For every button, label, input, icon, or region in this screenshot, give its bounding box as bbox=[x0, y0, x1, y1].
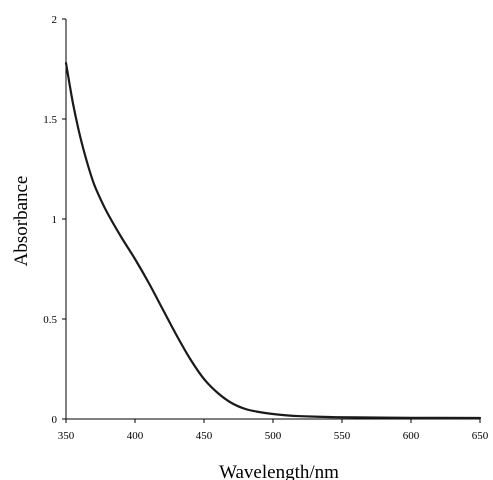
y-axis-title: Absorbance bbox=[11, 176, 32, 267]
x-tick-label: 400 bbox=[127, 430, 144, 442]
absorbance-series-line bbox=[64, 61, 482, 420]
x-tick-label: 600 bbox=[403, 430, 420, 442]
series-layer bbox=[64, 61, 482, 420]
chart-axes: 0 0.5 1 1.5 2 350 400 450 500 550 600 650 bbox=[43, 14, 489, 442]
x-axis-title: Wavelength/nm bbox=[219, 462, 339, 480]
y-tick-label: 1 bbox=[52, 214, 58, 226]
x-tick-label: 550 bbox=[334, 430, 351, 442]
y-tick-label: 1.5 bbox=[43, 114, 57, 126]
x-tick-label: 350 bbox=[58, 430, 75, 442]
x-tick-label: 650 bbox=[472, 430, 489, 442]
x-tick-label: 450 bbox=[196, 430, 213, 442]
y-tick-label: 0.5 bbox=[43, 314, 57, 326]
y-tick-label: 0 bbox=[52, 414, 58, 426]
x-tick-label: 500 bbox=[265, 430, 282, 442]
y-tick-label: 2 bbox=[52, 14, 58, 26]
